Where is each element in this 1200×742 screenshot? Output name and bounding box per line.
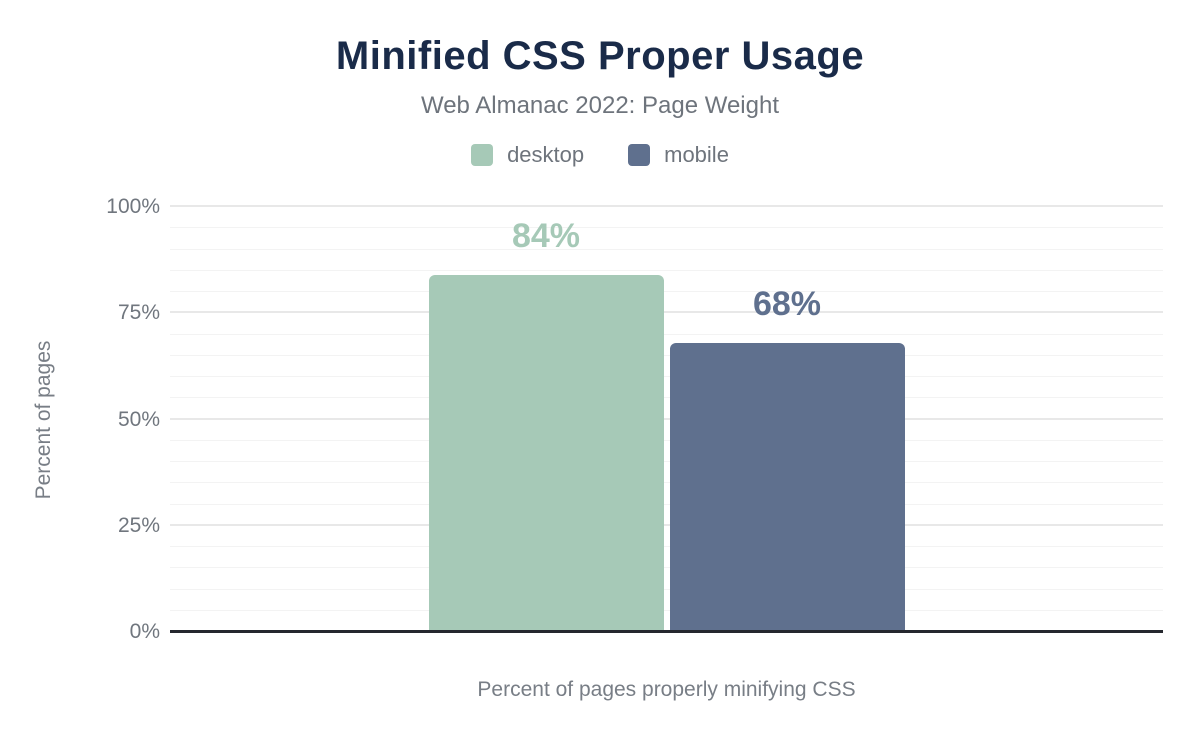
bar-value-label-mobile: 68% xyxy=(752,285,822,323)
y-tick-label-0: 0% xyxy=(129,620,160,643)
gridline-minor-45 xyxy=(170,439,1163,441)
gridline-minor-80 xyxy=(170,291,1163,292)
x-axis-line xyxy=(170,630,1163,633)
legend-item-mobile[interactable]: mobile xyxy=(628,142,729,168)
plot-area: 84% 68% xyxy=(170,205,1163,633)
gridline-minor-65 xyxy=(170,354,1163,356)
gridline-major-25 xyxy=(170,523,1163,526)
gridline-major-100 xyxy=(170,205,1163,207)
gridline-minor-20 xyxy=(170,546,1163,547)
y-tick-label-100: 100% xyxy=(106,195,160,218)
y-tick-label-25: 25% xyxy=(117,513,160,537)
bar-group-mobile: 68% xyxy=(669,207,905,632)
gridline-minor-55 xyxy=(170,397,1163,399)
gridline-minor-60 xyxy=(170,376,1163,377)
gridline-major-75 xyxy=(170,311,1163,314)
bar-series-container: 84% 68% xyxy=(170,207,1163,632)
gridline-minor-10 xyxy=(170,588,1163,590)
gridline-minor-5 xyxy=(170,609,1163,611)
y-axis-ticks: 0% 25% 50% 75% 100% xyxy=(80,195,160,643)
legend: desktop mobile xyxy=(0,142,1200,168)
y-tick-label-50: 50% xyxy=(117,407,160,431)
chart-title: Minified CSS Proper Usage xyxy=(335,34,865,78)
y-axis-title: Percent of pages xyxy=(32,340,55,500)
legend-label: desktop xyxy=(507,142,585,167)
gridline-major-50 xyxy=(170,417,1163,420)
gridline-minor-15 xyxy=(170,567,1163,569)
bar-mobile[interactable] xyxy=(669,343,905,632)
gridline-minor-70 xyxy=(170,333,1163,335)
bar-desktop[interactable] xyxy=(428,275,664,632)
gridline-minor-35 xyxy=(170,482,1163,484)
chart-subtitle: Web Almanac 2022: Page Weight xyxy=(420,92,779,119)
bar-value-label-desktop: 84% xyxy=(511,217,581,255)
legend-swatch-mobile xyxy=(628,144,651,166)
legend-swatch-desktop xyxy=(471,144,494,166)
y-tick-label-75: 75% xyxy=(117,301,160,325)
bar-group-desktop: 84% xyxy=(428,207,664,632)
gridline-minor-85 xyxy=(170,269,1163,271)
legend-item-desktop[interactable]: desktop xyxy=(471,142,584,168)
x-axis-title: Percent of pages properly minifying CSS xyxy=(477,678,856,701)
gridline-minor-30 xyxy=(170,503,1163,505)
gridline-minor-95 xyxy=(170,227,1163,229)
gridline-minor-40 xyxy=(170,461,1163,462)
legend-label: mobile xyxy=(664,142,729,167)
gridline-minor-90 xyxy=(170,248,1163,250)
